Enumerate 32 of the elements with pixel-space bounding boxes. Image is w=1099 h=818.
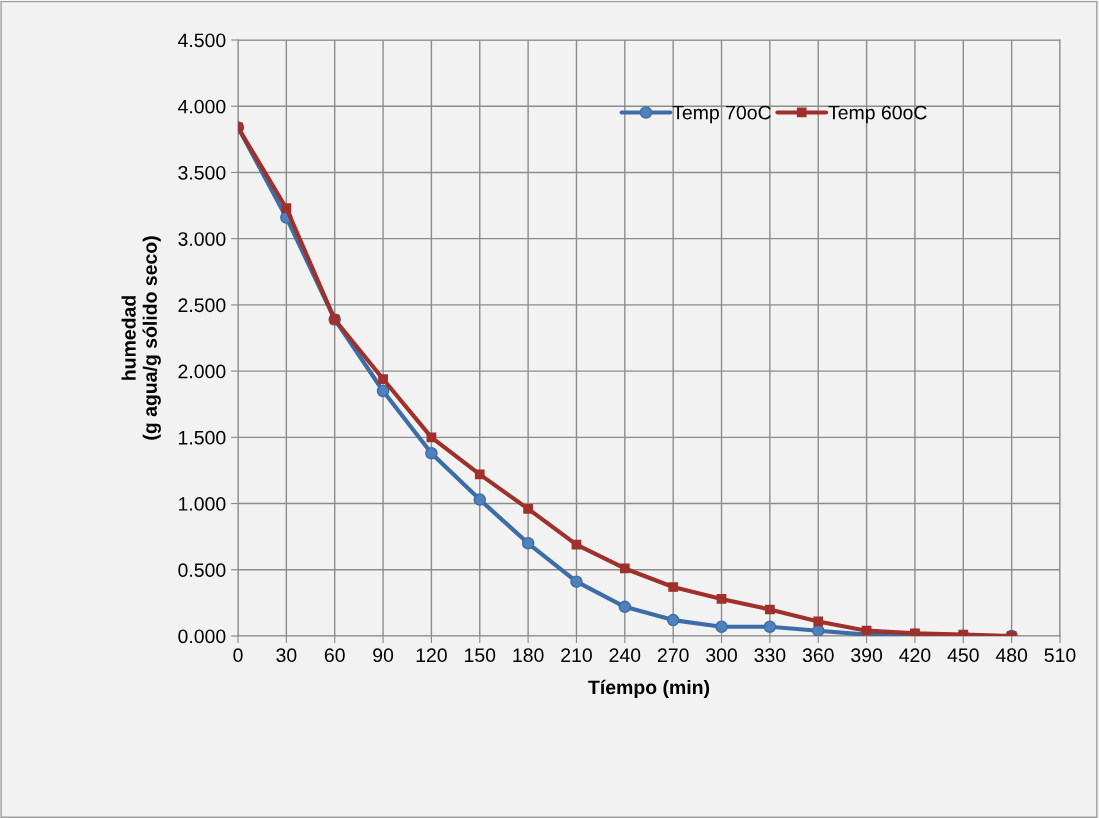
- x-tick-label: 330: [754, 648, 786, 663]
- y-tick-label: 4.500: [177, 33, 226, 48]
- x-tick-label: 420: [899, 648, 931, 663]
- x-tick-label: 120: [416, 648, 447, 663]
- y-tick-label: 1.000: [179, 497, 226, 511]
- y-tick-label: 3.500: [178, 165, 226, 180]
- y-tick-label: 0.000: [178, 629, 226, 644]
- y-tick-label: 1.500: [179, 430, 226, 445]
- y-tick-label: 0.500: [178, 563, 226, 578]
- x-tick-label: 210: [561, 648, 592, 663]
- x-tick-label: 60: [324, 648, 345, 663]
- x-tick-label: 360: [802, 648, 834, 663]
- y-tick-label: 2.500: [178, 298, 226, 313]
- y-axis-title: humedad (g agua/g sólido seco): [121, 236, 161, 440]
- x-tick-label: 480: [995, 648, 1028, 663]
- y-tick-label: 4.000: [177, 99, 226, 114]
- x-tick-label: 0: [233, 648, 243, 663]
- x-tick-label: 90: [373, 648, 394, 663]
- y-tick-label: 3.000: [178, 232, 226, 246]
- x-tick-label: 270: [657, 648, 689, 663]
- x-axis-title: Tíempo (min): [588, 679, 710, 699]
- y-tick-label: 2.000: [178, 364, 226, 379]
- x-tick-label: 390: [851, 648, 883, 663]
- x-tick-label: 450: [947, 648, 979, 663]
- x-tick-label: 180: [513, 648, 544, 663]
- x-tick-label: 510: [1044, 648, 1076, 663]
- x-tick-label: 240: [609, 648, 641, 663]
- x-tick-label: 300: [706, 648, 737, 663]
- x-tick-label: 30: [276, 648, 297, 663]
- legend-label: Temp 70oC: [672, 105, 771, 124]
- legend-label: Temp 60oC: [828, 105, 927, 124]
- x-tick-label: 150: [465, 648, 496, 663]
